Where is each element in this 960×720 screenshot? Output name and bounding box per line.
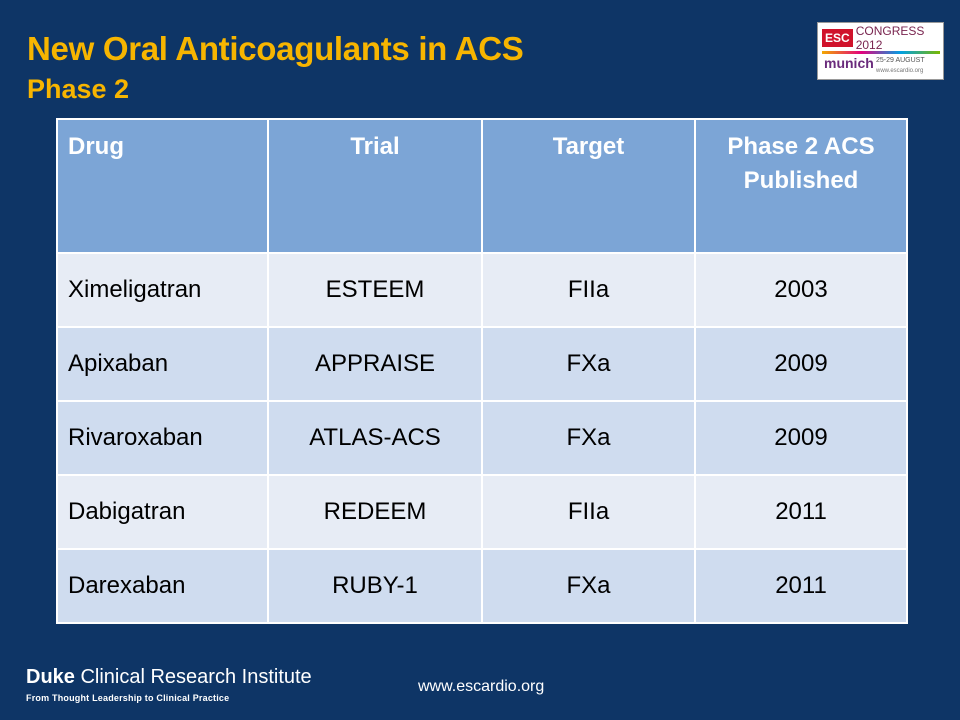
cell-trial: ESTEEM [267, 252, 483, 328]
cell-trial: REDEEM [267, 474, 483, 550]
header-drug: Drug [56, 118, 269, 254]
logo-dates-text: 25-29 AUGUST [876, 57, 925, 64]
institute-name-rest: Clinical Research Institute [74, 666, 312, 688]
cell-drug: Dabigatran [56, 474, 269, 550]
cell-year: 2009 [694, 326, 908, 402]
cell-drug: Darexaban [56, 548, 269, 624]
cell-trial: ATLAS-ACS [267, 400, 483, 476]
cell-year: 2003 [694, 252, 908, 328]
footer-url: www.escardio.org [418, 678, 545, 695]
cell-year: 2009 [694, 400, 908, 476]
cell-target: FIIa [481, 474, 696, 550]
institute-tagline: From Thought Leadership to Clinical Prac… [26, 693, 230, 703]
table-header-row: Drug Trial Target Phase 2 ACS Published [56, 118, 908, 254]
logo-url-text: www.escardio.org [876, 68, 924, 74]
cell-target: FXa [481, 400, 696, 476]
cell-year: 2011 [694, 548, 908, 624]
duke-logo: Duke Clinical Research Institute From Th… [26, 665, 312, 703]
slide-subtitle: Phase 2 [27, 74, 130, 104]
cell-trial: APPRAISE [267, 326, 483, 402]
anticoagulants-table: Drug Trial Target Phase 2 ACS Published … [56, 118, 908, 624]
cell-trial: RUBY-1 [267, 548, 483, 624]
cell-drug: Ximeligatran [56, 252, 269, 328]
table-row: Dabigatran REDEEM FIIa 2011 [56, 474, 908, 550]
institute-name: Duke Clinical Research Institute [26, 665, 312, 689]
header-published: Phase 2 ACS Published [694, 118, 908, 254]
table-row: Ximeligatran ESTEEM FIIa 2003 [56, 252, 908, 328]
esc-congress-logo: ESC CONGRESS 2012 munich 25-29 AUGUST ww… [817, 22, 944, 80]
header-trial: Trial [267, 118, 483, 254]
table-row: Rivaroxaban ATLAS-ACS FXa 2009 [56, 400, 908, 476]
cell-drug: Rivaroxaban [56, 400, 269, 476]
logo-congress-text: CONGRESS 2012 [855, 24, 925, 52]
institute-name-bold: Duke [26, 666, 75, 688]
cell-target: FXa [481, 548, 696, 624]
cell-drug: Apixaban [56, 326, 269, 402]
logo-swirl [822, 51, 940, 54]
table-row: Darexaban RUBY-1 FXa 2011 [56, 548, 908, 624]
slide-title: New Oral Anticoagulants in ACS [27, 30, 524, 67]
table-row: Apixaban APPRAISE FXa 2009 [56, 326, 908, 402]
cell-target: FIIa [481, 252, 696, 328]
header-target: Target [481, 118, 696, 254]
logo-esc-text: ESC [822, 29, 853, 47]
logo-city-text: munich [824, 55, 874, 71]
cell-year: 2011 [694, 474, 908, 550]
cell-target: FXa [481, 326, 696, 402]
